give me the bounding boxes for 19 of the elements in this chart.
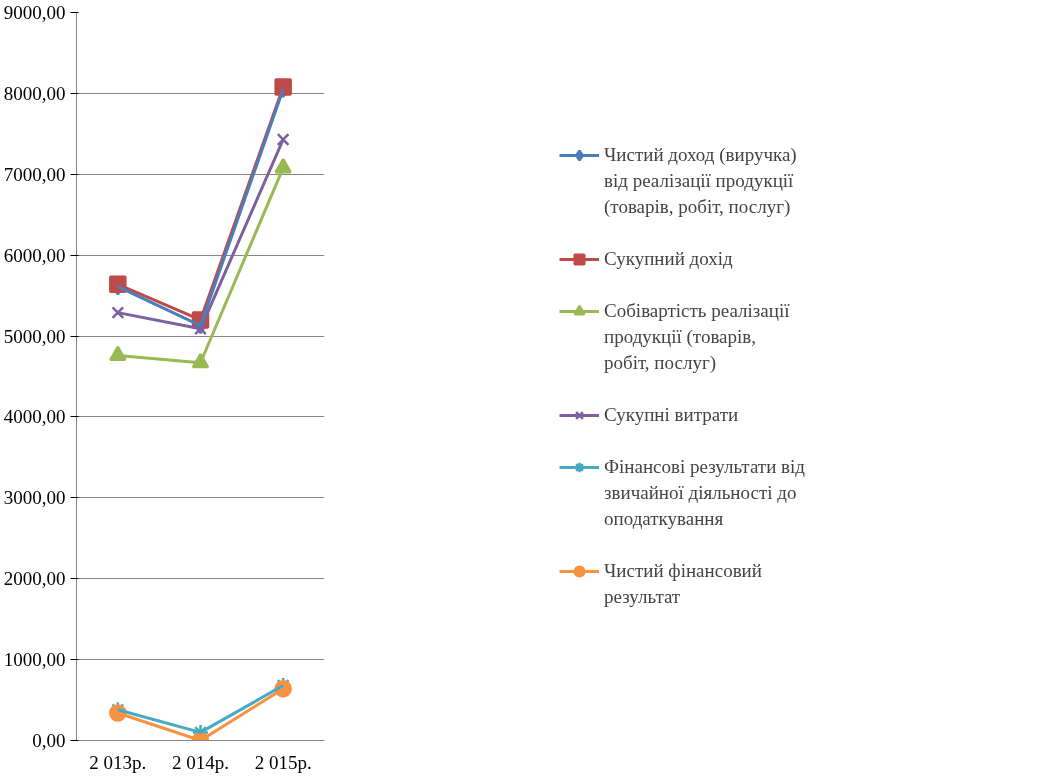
legend-label: Чистий фінансовий результат <box>604 559 762 609</box>
y-tick-label: 9000,00 <box>3 2 66 23</box>
y-tick-label: 6000,00 <box>3 244 66 266</box>
legend-label: Фінансові результати від звичайної діяльності до оподаткування <box>604 455 805 531</box>
y-tick-label: 7000,00 <box>3 163 66 185</box>
legend-label: Собівартість реалізації продукції (товарів, робіт, послуг) <box>604 299 790 375</box>
legend-label: Чистий доход (виручка) від реалізації продукції (товарів, робіт, послуг) <box>604 143 797 219</box>
y-tick-label: 4000,00 <box>3 406 66 428</box>
y-tick-label: 8000,00 <box>3 82 66 104</box>
y-tick-label: 2000,00 <box>3 568 66 590</box>
x-tick-label: 2 014р. <box>172 751 229 773</box>
legend-label: Сукупний дохід <box>604 247 733 271</box>
legend-label: Сукупні витрати <box>604 403 739 427</box>
x-tick-label: 2 013р. <box>89 751 147 773</box>
y-tick-label: 1000,00 <box>3 649 66 671</box>
x-tick-label: 2 015р. <box>254 751 312 773</box>
y-tick-label: 3000,00 <box>3 487 66 509</box>
y-tick-label: 0,00 <box>32 730 66 751</box>
y-tick-label: 5000,00 <box>3 325 66 347</box>
